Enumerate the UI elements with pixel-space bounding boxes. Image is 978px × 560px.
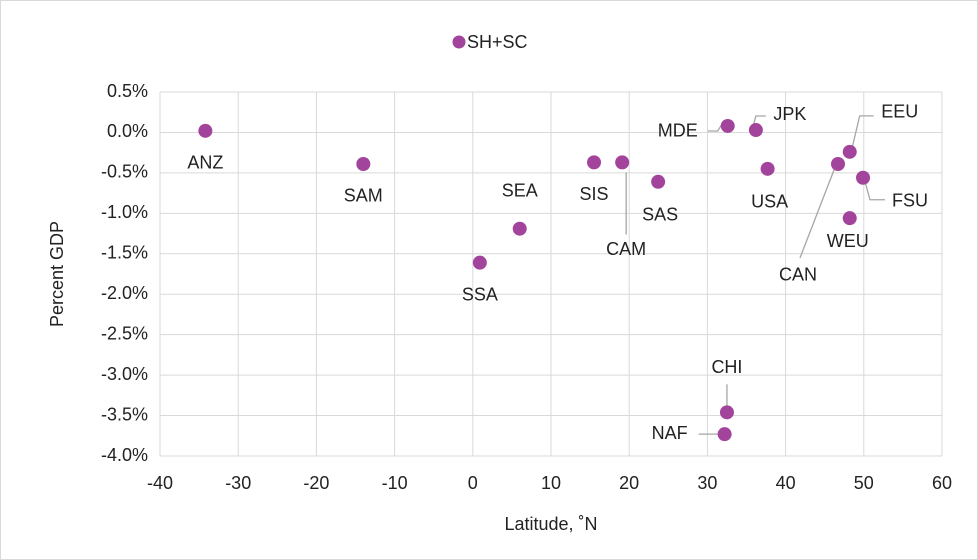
point-label: JPK [773, 104, 806, 124]
x-tick-label: -30 [225, 473, 251, 493]
point [856, 170, 871, 185]
y-tick-label: -3.5% [101, 404, 148, 424]
point-label: CAN [779, 265, 817, 285]
y-tick-label: 0.5% [107, 81, 148, 101]
x-tick-label: 50 [854, 473, 874, 493]
point-label: FSU [892, 190, 928, 210]
y-tick-label: -1.5% [101, 243, 148, 263]
leader-line [849, 115, 874, 159]
y-tick-label: -3.0% [101, 364, 148, 384]
x-tick-label: -40 [147, 473, 173, 493]
legend-label: SH+SC [467, 32, 528, 52]
point-label: USA [751, 192, 788, 212]
point-label: WEU [827, 231, 869, 251]
point-label: NAF [652, 423, 688, 443]
point-label: SSA [462, 284, 498, 304]
point-label: SIS [580, 184, 609, 204]
point-label: SAM [344, 186, 383, 206]
point [717, 427, 732, 442]
x-tick-label: 10 [541, 473, 561, 493]
x-tick-label: -10 [382, 473, 408, 493]
x-tick-label: 20 [619, 473, 639, 493]
point-label: SEA [502, 180, 538, 200]
point-label: EEU [881, 102, 918, 122]
x-tick-label: 0 [468, 473, 478, 493]
point [651, 174, 666, 189]
point [512, 221, 527, 236]
point [720, 118, 735, 133]
leader-line [864, 181, 886, 201]
x-tick-label: 40 [776, 473, 796, 493]
point [198, 123, 213, 138]
y-axis-title: Percent GDP [47, 221, 67, 327]
point-label: ANZ [187, 153, 223, 173]
point [356, 156, 371, 171]
leader-line [799, 169, 835, 259]
y-tick-label: -2.5% [101, 323, 148, 343]
point-label: CHI [711, 357, 742, 377]
point-label: CAM [606, 239, 646, 259]
x-tick-label: 30 [697, 473, 717, 493]
point [587, 155, 602, 170]
point [472, 255, 487, 270]
point-label: MDE [658, 121, 698, 141]
y-tick-label: -4.0% [101, 445, 148, 465]
x-tick-label: -20 [303, 473, 329, 493]
point [830, 156, 845, 171]
y-tick-label: -2.0% [101, 283, 148, 303]
point [842, 144, 857, 159]
point-label: SAS [642, 205, 678, 225]
point [719, 405, 734, 420]
y-tick-label: -0.5% [101, 162, 148, 182]
y-tick-label: 0.0% [107, 121, 148, 141]
x-tick-label: 60 [932, 473, 952, 493]
point [748, 123, 763, 138]
point [842, 211, 857, 226]
point [760, 161, 775, 176]
y-tick-label: -1.0% [101, 202, 148, 222]
x-axis-title: Latitude, ˚N [504, 514, 597, 534]
legend-marker [452, 35, 466, 49]
point [615, 155, 630, 170]
